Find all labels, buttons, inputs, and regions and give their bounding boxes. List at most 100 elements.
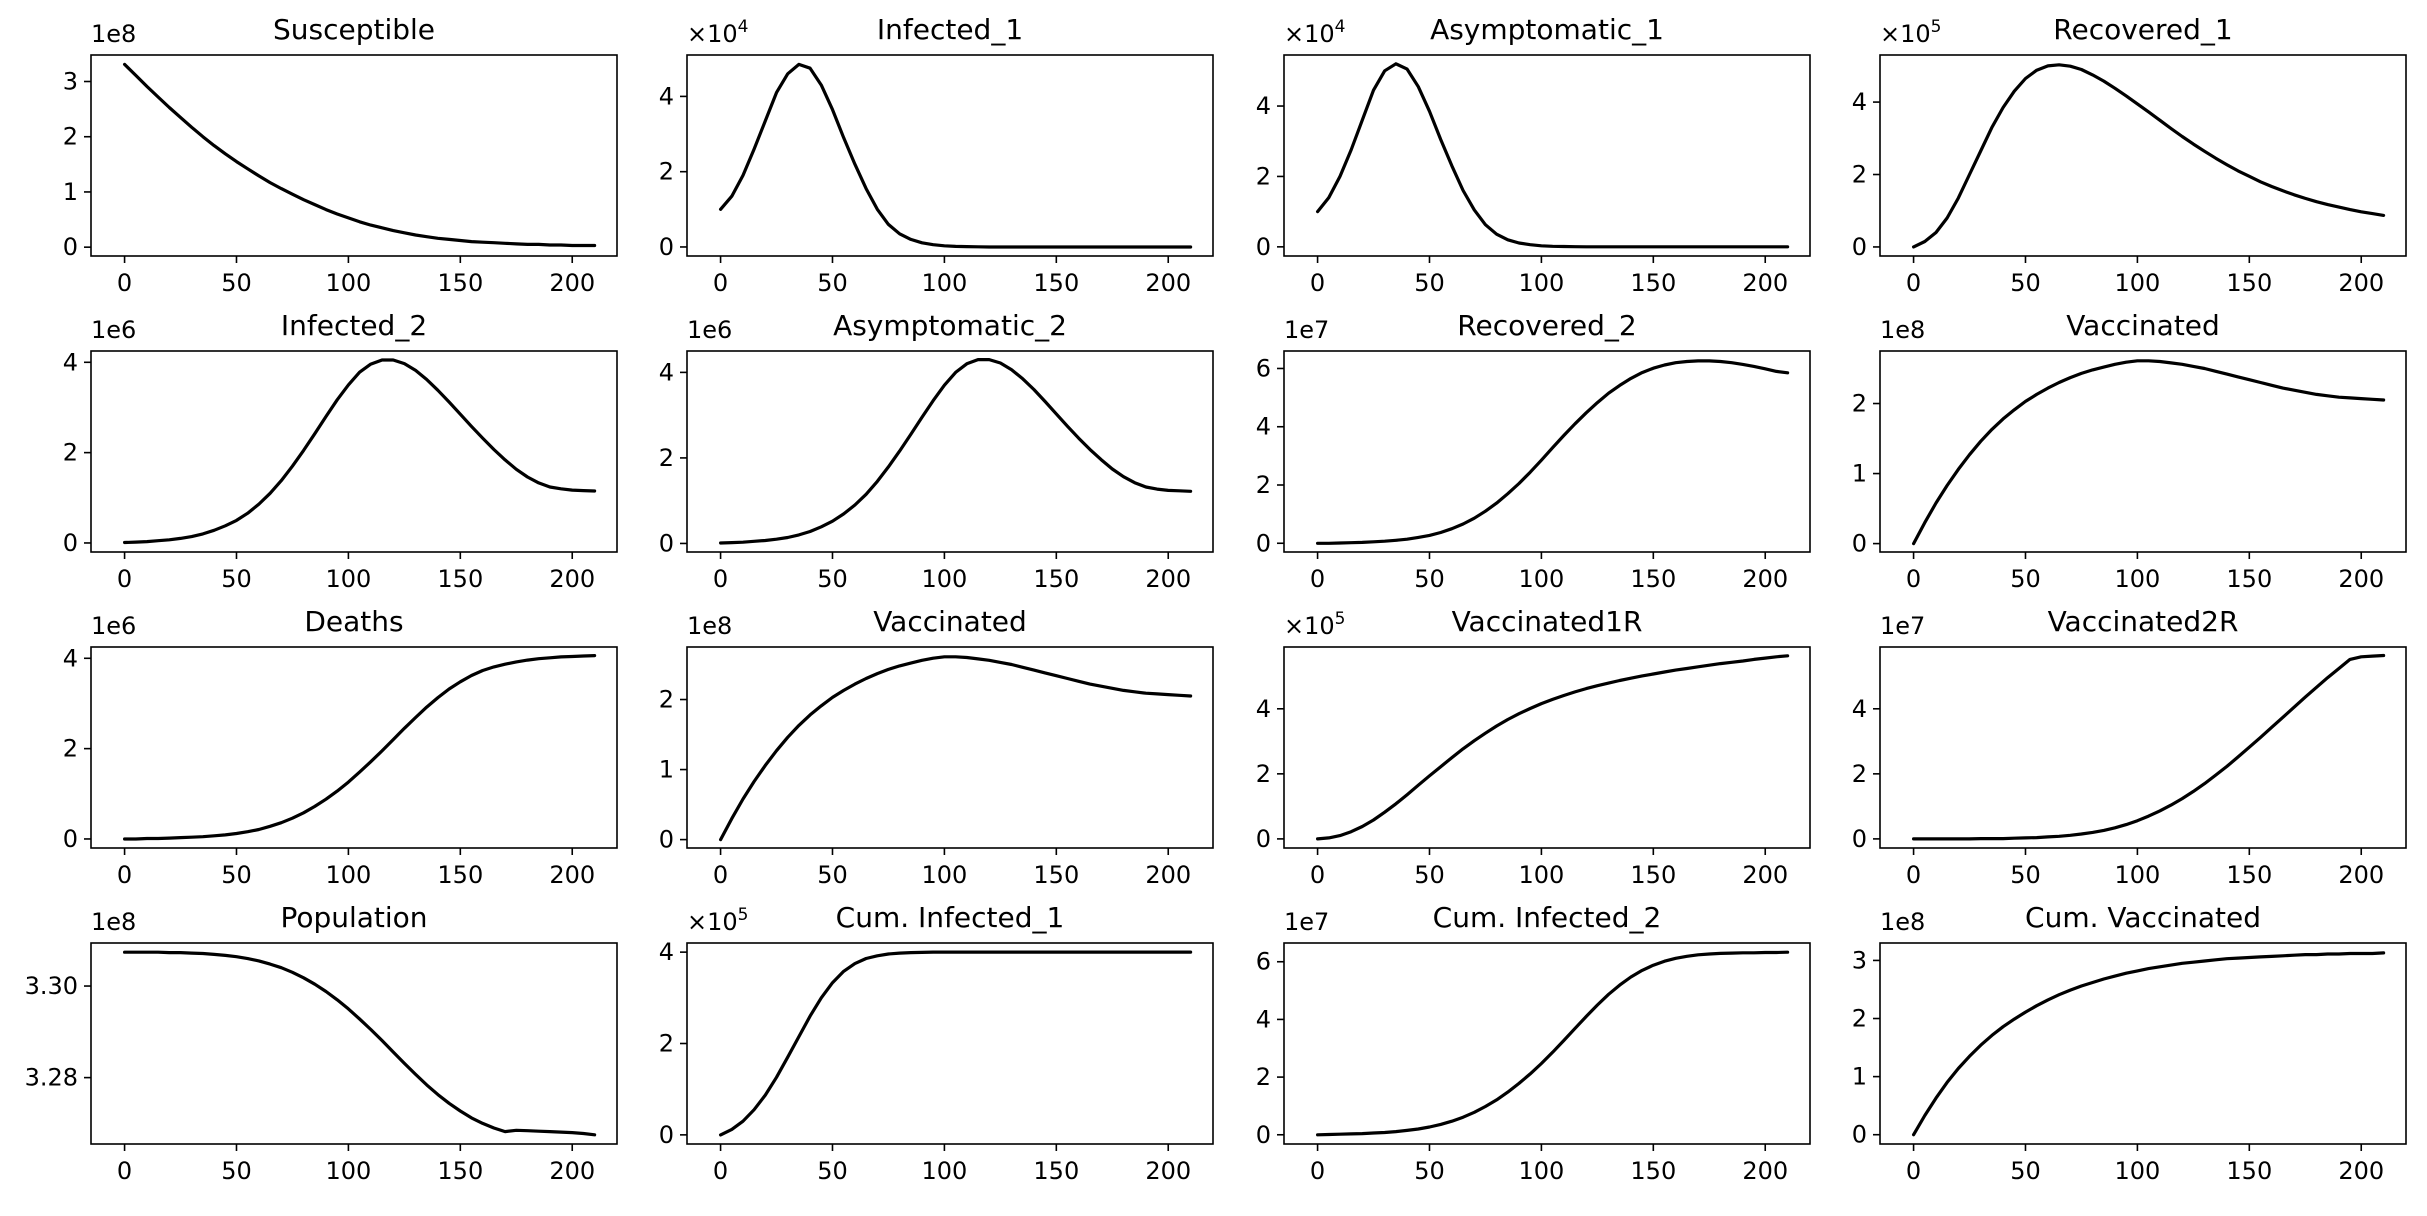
y-tick-label: 2 xyxy=(1256,760,1271,788)
series-line xyxy=(1912,63,2386,249)
x-tick-label: 100 xyxy=(2114,1157,2160,1185)
y-tick-label: 1 xyxy=(659,756,674,784)
axis-offset-label: ×105 xyxy=(1284,609,1345,640)
subplot-16: Cum. Vaccinated 1e8 0 50 100 150 200 0 1 2 3 xyxy=(1852,901,2407,1185)
x-tick-label: 200 xyxy=(1742,269,1788,297)
x-tick-label: 150 xyxy=(1033,565,1079,593)
x-tick-label: 100 xyxy=(1518,269,1564,297)
y-tick-label: 2 xyxy=(63,123,78,151)
y-tick-label: 0 xyxy=(1256,529,1271,557)
y-tick-label: 0 xyxy=(1852,530,1867,558)
x-tick-label: 150 xyxy=(1630,861,1676,889)
y-tick-label: 0 xyxy=(1256,1121,1271,1149)
x-tick-label: 200 xyxy=(2338,565,2384,593)
axis-offset-label: ×105 xyxy=(687,905,748,936)
y-tick-label: 4 xyxy=(1852,695,1867,723)
x-tick-label: 100 xyxy=(2114,565,2160,593)
subplot-title: Population xyxy=(280,901,427,934)
x-tick-label: 0 xyxy=(713,1157,728,1185)
subplot-title: Vaccinated2R xyxy=(2048,605,2239,638)
x-tick-label: 0 xyxy=(117,269,132,297)
x-tick-label: 150 xyxy=(1630,1157,1676,1185)
y-tick-label: 4 xyxy=(1256,1005,1271,1033)
series-line xyxy=(1912,359,2386,546)
x-tick-label: 150 xyxy=(2226,1157,2272,1185)
subplot-14: Cum. Infected_1 ×105 0 50 100 150 200 0 2 4 xyxy=(659,901,1214,1185)
y-tick-label: 4 xyxy=(659,358,674,386)
axes-frame xyxy=(90,942,618,1145)
y-tick-label: 4 xyxy=(1256,413,1271,441)
subplot-title: Cum. Infected_2 xyxy=(1433,901,1662,934)
series-line xyxy=(123,654,597,841)
x-tick-label: 100 xyxy=(2114,861,2160,889)
x-tick-label: 100 xyxy=(1518,861,1564,889)
y-tick-label: 4 xyxy=(1256,92,1271,120)
y-tick-label: 2 xyxy=(659,686,674,714)
y-tick-label: 2 xyxy=(659,444,674,472)
x-tick-label: 50 xyxy=(221,1157,252,1185)
x-tick-label: 200 xyxy=(549,565,595,593)
x-tick-label: 0 xyxy=(1310,565,1325,593)
subplot-13: Population 1e8 0 50 100 150 200 3.28 3.30 xyxy=(25,901,618,1185)
x-tick-label: 50 xyxy=(1414,1157,1445,1185)
x-tick-label: 50 xyxy=(1414,269,1445,297)
x-tick-label: 150 xyxy=(1033,1157,1079,1185)
y-tick-label: 0 xyxy=(659,826,674,854)
x-tick-label: 200 xyxy=(2338,1157,2384,1185)
subplot-11: Vaccinated1R ×105 0 50 100 150 200 0 2 4 xyxy=(1256,605,1811,889)
y-tick-label: 0 xyxy=(63,529,78,557)
subplot-title: Susceptible xyxy=(273,13,435,46)
axes-frame xyxy=(1283,646,1811,849)
subplot-title: Cum. Infected_1 xyxy=(836,901,1065,934)
y-tick-label: 3 xyxy=(63,68,78,96)
x-tick-label: 150 xyxy=(1033,861,1079,889)
series-line xyxy=(719,950,1193,1137)
y-tick-label: 4 xyxy=(659,938,674,966)
axis-offset-label: 1e8 xyxy=(91,20,136,48)
x-tick-label: 0 xyxy=(1906,565,1921,593)
x-tick-label: 100 xyxy=(325,1157,371,1185)
subplot-3: Asymptomatic_1 ×104 0 50 100 150 200 0 2 4 xyxy=(1256,13,1811,297)
x-tick-label: 0 xyxy=(1906,1157,1921,1185)
y-tick-label: 4 xyxy=(1256,695,1271,723)
y-tick-label: 2 xyxy=(1256,471,1271,499)
subplot-title: Vaccinated xyxy=(873,605,1027,638)
subplot-title: Infected_1 xyxy=(877,13,1023,46)
x-tick-label: 0 xyxy=(713,861,728,889)
y-tick-label: 4 xyxy=(659,82,674,110)
x-tick-label: 50 xyxy=(2010,269,2041,297)
y-tick-label: 0 xyxy=(1852,1121,1867,1149)
axes-frame xyxy=(686,54,1214,257)
x-tick-label: 150 xyxy=(2226,565,2272,593)
x-tick-label: 100 xyxy=(325,861,371,889)
x-tick-label: 100 xyxy=(921,861,967,889)
x-tick-label: 200 xyxy=(1145,269,1191,297)
series-line xyxy=(123,950,597,1137)
y-tick-label: 0 xyxy=(1256,825,1271,853)
y-tick-label: 0 xyxy=(1852,825,1867,853)
x-tick-label: 150 xyxy=(2226,269,2272,297)
series-line xyxy=(1912,653,2386,841)
axes-frame xyxy=(1283,54,1811,257)
y-tick-label: 3.28 xyxy=(25,1064,78,1092)
y-tick-label: 2 xyxy=(63,735,78,763)
x-tick-label: 50 xyxy=(817,861,848,889)
y-tick-label: 2 xyxy=(659,158,674,186)
subplot-title: Cum. Vaccinated xyxy=(2025,901,2261,934)
y-tick-label: 0 xyxy=(659,529,674,557)
x-tick-label: 50 xyxy=(2010,861,2041,889)
series-line xyxy=(1316,654,1790,841)
x-tick-label: 0 xyxy=(117,861,132,889)
subplot-title: Deaths xyxy=(304,605,403,638)
x-tick-label: 0 xyxy=(1310,861,1325,889)
x-tick-label: 200 xyxy=(549,269,595,297)
x-tick-label: 50 xyxy=(221,565,252,593)
y-tick-label: 6 xyxy=(1256,354,1271,382)
subplot-15: Cum. Infected_2 1e7 0 50 100 150 200 0 2 4 6 xyxy=(1256,901,1811,1185)
axes-frame xyxy=(90,646,618,849)
y-tick-label: 3.30 xyxy=(25,972,78,1000)
axis-offset-label: 1e8 xyxy=(91,908,136,936)
axes-frame xyxy=(1879,942,2407,1145)
y-tick-label: 2 xyxy=(659,1030,674,1058)
x-tick-label: 150 xyxy=(437,269,483,297)
